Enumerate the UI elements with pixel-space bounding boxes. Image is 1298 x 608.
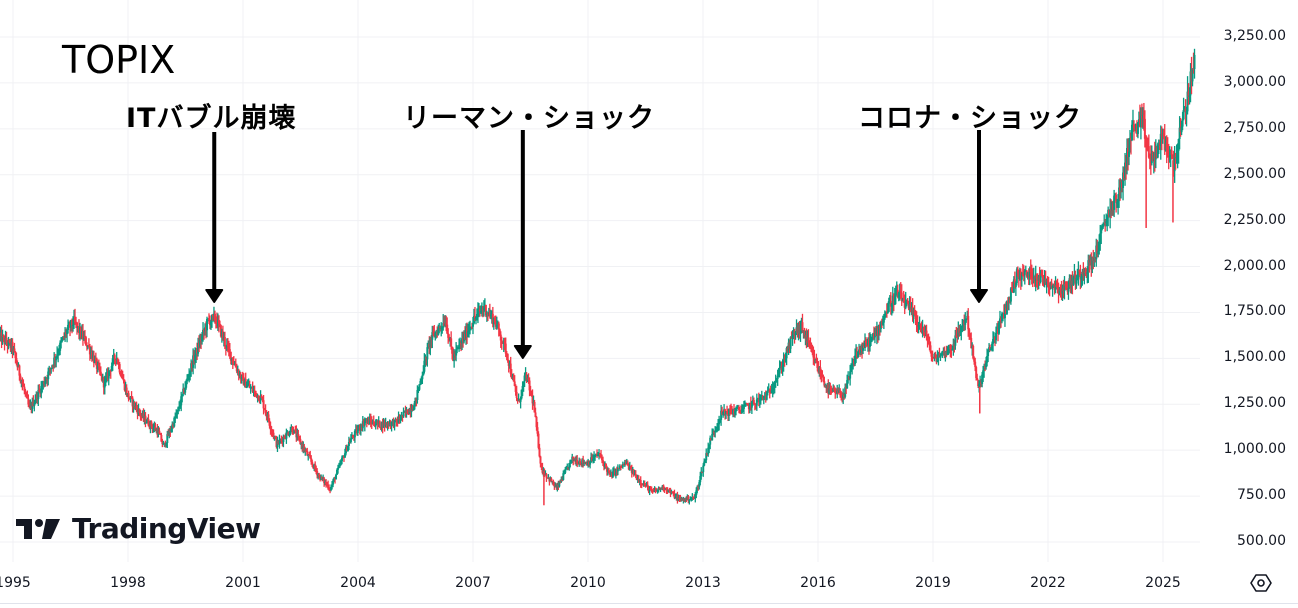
price-tick-label: 3,000.00 bbox=[1223, 73, 1286, 90]
time-tick-label: 2019 bbox=[915, 575, 951, 591]
annotation-arrows bbox=[205, 130, 988, 359]
hexagon-settings-icon[interactable] bbox=[1250, 572, 1272, 594]
price-tick-label: 2,500.00 bbox=[1223, 165, 1286, 182]
grid-lines bbox=[0, 0, 1200, 562]
price-tick-label: 3,250.00 bbox=[1223, 28, 1286, 44]
time-tick-label: 2022 bbox=[1030, 575, 1066, 591]
tradingview-logo-text: TradingView bbox=[72, 512, 261, 545]
time-tick-label: 1998 bbox=[110, 575, 146, 591]
time-tick-label: 2016 bbox=[800, 575, 836, 591]
time-tick-label: 1995 bbox=[0, 575, 31, 591]
event-annotation-label: ITバブル崩壊 bbox=[126, 103, 297, 134]
time-tick-label: 2013 bbox=[685, 575, 721, 591]
price-tick-label: 500.00 bbox=[1237, 533, 1286, 549]
price-tick-label: 2,250.00 bbox=[1223, 211, 1286, 228]
time-tick-label: 2025 bbox=[1145, 575, 1181, 591]
time-tick-label: 2004 bbox=[340, 575, 376, 591]
price-tick-label: 1,000.00 bbox=[1223, 441, 1286, 458]
time-tick-label: 2007 bbox=[455, 575, 491, 591]
candle-series bbox=[0, 48, 1196, 506]
price-tick-label: 1,500.00 bbox=[1223, 349, 1286, 366]
tradingview-logo[interactable]: TradingView bbox=[16, 512, 261, 545]
time-tick-label: 2010 bbox=[570, 575, 606, 591]
bottom-border bbox=[0, 603, 1298, 604]
event-annotation-label: コロナ・ショック bbox=[858, 103, 1082, 134]
time-tick-label: 2001 bbox=[225, 575, 261, 591]
price-tick-label: 750.00 bbox=[1237, 487, 1286, 504]
price-tick-label: 1,250.00 bbox=[1223, 395, 1286, 412]
price-tick-label: 2,750.00 bbox=[1223, 119, 1286, 136]
chart-title: TOPIX bbox=[62, 38, 176, 82]
event-annotation-label: リーマン・ショック bbox=[403, 103, 655, 134]
price-tick-label: 2,000.00 bbox=[1223, 257, 1286, 274]
tradingview-logo-icon bbox=[16, 518, 60, 539]
price-tick-label: 1,750.00 bbox=[1223, 303, 1286, 320]
